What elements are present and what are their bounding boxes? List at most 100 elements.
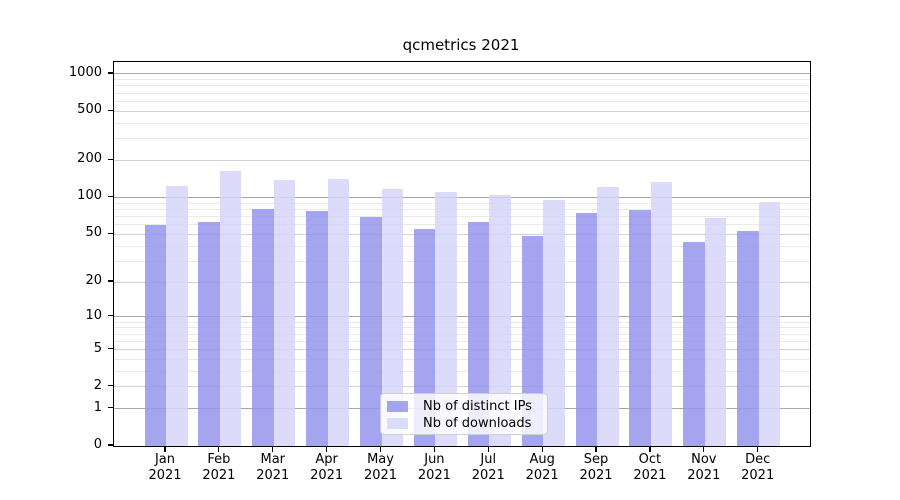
x-tick-label-dec: Dec 2021 xyxy=(741,452,775,483)
legend-item-distinct-ips: Nb of distinct IPs xyxy=(387,398,541,415)
gridline-50 xyxy=(114,233,810,235)
bar-downloads-mar xyxy=(273,179,296,446)
bar-distinct-ips-may xyxy=(360,217,382,446)
legend-swatch-distinct-ips-icon xyxy=(387,401,408,412)
x-tick-label-jul: Jul 2021 xyxy=(471,452,505,483)
x-tick-label-sep: Sep 2021 xyxy=(579,452,613,483)
y-tick-label: 200 xyxy=(77,151,102,167)
bar-distinct-ips-apr xyxy=(306,210,328,446)
legend: Nb of distinct IPs Nb of downloads xyxy=(380,393,548,435)
x-tick-mark xyxy=(326,446,328,452)
x-tick-label-nov: Nov 2021 xyxy=(687,452,721,483)
y-tick-mark xyxy=(107,385,113,387)
y-tick-mark xyxy=(107,158,113,160)
bar-distinct-ips-jan xyxy=(144,224,166,446)
gridline-70 xyxy=(114,215,810,217)
y-tick-mark xyxy=(107,347,113,350)
x-tick-label-mar: Mar 2021 xyxy=(256,452,290,483)
legend-item-downloads: Nb of downloads xyxy=(387,415,541,432)
bar-downloads-sep xyxy=(597,186,619,446)
x-tick-mark xyxy=(487,446,489,452)
bar-downloads-jan xyxy=(166,185,188,446)
y-tick-label: 10 xyxy=(85,307,102,323)
gridline-6 xyxy=(114,340,810,342)
x-tick-mark xyxy=(595,446,597,452)
gridline-60 xyxy=(114,224,810,226)
gridline-8 xyxy=(114,327,810,329)
gridline-5 xyxy=(114,349,810,350)
gridline-1000 xyxy=(114,73,810,75)
gridline-7 xyxy=(114,333,810,335)
bar-distinct-ips-oct xyxy=(629,210,651,446)
gridline-30 xyxy=(114,260,810,262)
gridline-700 xyxy=(114,92,810,94)
gridline-9 xyxy=(114,321,810,323)
gridline-90 xyxy=(114,202,810,204)
y-tick-mark xyxy=(107,444,113,446)
x-tick-mark xyxy=(164,446,166,452)
y-tick-label: 50 xyxy=(85,225,102,241)
y-tick-mark xyxy=(107,72,113,74)
y-tick-mark xyxy=(107,315,113,317)
gridline-10 xyxy=(114,316,810,318)
bar-downloads-oct xyxy=(650,181,673,446)
bar-downloads-dec xyxy=(758,201,781,446)
y-tick-label: 1000 xyxy=(68,64,102,80)
bar-distinct-ips-jul xyxy=(467,222,490,446)
chart-title: qcmetrics 2021 xyxy=(402,36,520,54)
y-tick-mark xyxy=(107,407,113,409)
gridline-200 xyxy=(114,159,810,161)
gridline-4 xyxy=(114,358,810,360)
y-tick-mark xyxy=(107,109,113,111)
gridline-80 xyxy=(114,208,810,210)
bar-downloads-jul xyxy=(489,195,511,446)
gridline-400 xyxy=(114,122,810,124)
x-tick-label-aug: Aug 2021 xyxy=(525,452,559,483)
bar-downloads-feb xyxy=(219,171,242,446)
plot-area: Nb of distinct IPs Nb of downloads xyxy=(113,61,811,447)
gridline-20 xyxy=(114,281,810,283)
x-tick-mark xyxy=(649,446,651,452)
x-tick-mark xyxy=(757,446,759,452)
x-tick-label-apr: Apr 2021 xyxy=(310,452,344,483)
y-tick-mark xyxy=(107,280,113,282)
x-tick-label-may: May 2021 xyxy=(363,452,398,483)
x-tick-label-oct: Oct 2021 xyxy=(633,452,667,483)
x-tick-mark xyxy=(541,446,543,452)
x-tick-label-jan: Jan 2021 xyxy=(148,452,182,483)
bar-downloads-may xyxy=(381,189,404,446)
gridline-2 xyxy=(114,386,810,388)
gridline-40 xyxy=(114,245,810,247)
y-tick-label: 500 xyxy=(77,102,102,118)
x-tick-mark xyxy=(379,446,382,452)
bar-downloads-aug xyxy=(543,200,565,446)
y-tick-mark xyxy=(107,195,113,198)
y-tick-label: 100 xyxy=(77,188,102,204)
x-tick-mark xyxy=(433,446,435,452)
gridline-600 xyxy=(114,100,810,102)
y-tick-mark xyxy=(107,232,113,234)
x-tick-label-feb: Feb 2021 xyxy=(202,452,236,483)
legend-swatch-downloads-icon xyxy=(387,418,408,429)
y-tick-label: 2 xyxy=(93,377,102,393)
bar-distinct-ips-nov xyxy=(683,242,705,446)
gridline-3 xyxy=(114,370,810,372)
bar-distinct-ips-jun xyxy=(413,229,436,446)
y-tick-label: 20 xyxy=(85,273,102,289)
legend-label-distinct-ips: Nb of distinct IPs xyxy=(423,398,532,414)
y-tick-label: 1 xyxy=(93,399,102,415)
x-tick-mark xyxy=(218,446,220,452)
legend-label-downloads: Nb of downloads xyxy=(423,415,532,431)
bar-distinct-ips-sep xyxy=(575,212,598,446)
bar-downloads-nov xyxy=(704,217,727,446)
x-tick-label-jun: Jun 2021 xyxy=(417,452,451,483)
gridline-300 xyxy=(114,138,810,140)
y-tick-label: 5 xyxy=(93,340,102,356)
y-tick-label: 0 xyxy=(93,437,102,452)
bar-distinct-ips-dec xyxy=(737,231,759,446)
gridline-100 xyxy=(114,196,810,198)
x-tick-mark xyxy=(272,446,274,452)
x-tick-mark xyxy=(703,446,705,452)
bar-distinct-ips-mar xyxy=(252,209,274,446)
